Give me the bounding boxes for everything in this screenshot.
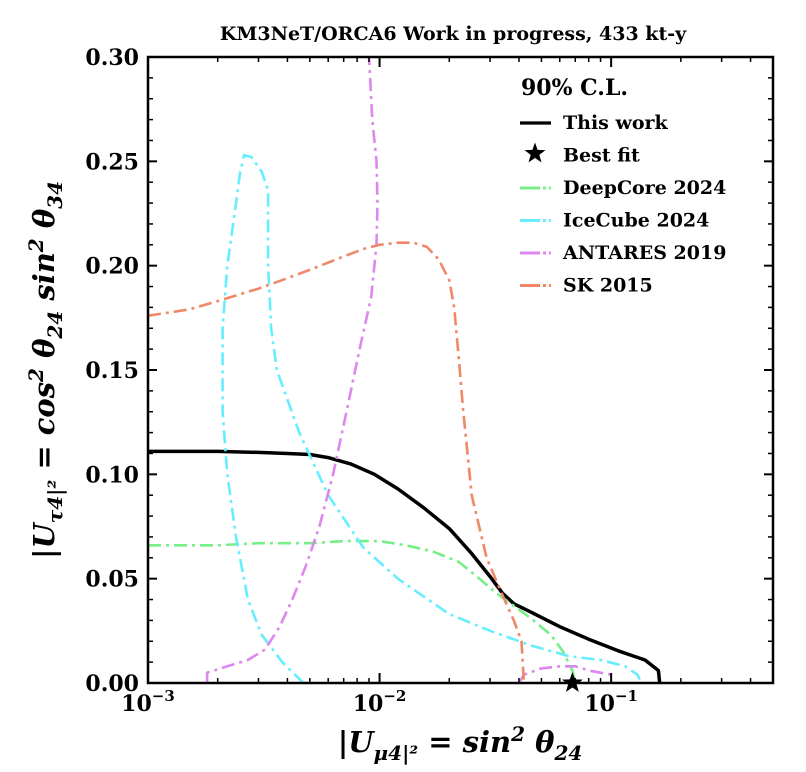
tick-layer: 0.00 0.05 0.10 0.15 0.20 0.25 0.30 10−3 10−2 10−1 — [85, 45, 773, 717]
series-line-2 — [221, 153, 643, 683]
legend-entry-label: DeepCore 2024 — [563, 177, 726, 199]
chart-title: KM3NeT/ORCA6 Work in progress, 433 kt-y — [220, 23, 687, 45]
series-layer — [148, 57, 662, 683]
x-tick-label: 10−2 — [353, 687, 407, 717]
legend-entry-label: This work — [563, 112, 669, 134]
y-tick-label: 0.10 — [85, 462, 139, 488]
x-tick-label: 10−3 — [121, 687, 175, 717]
y-tick-label: 0.25 — [85, 149, 139, 175]
x-axis-label: |Uμ4|² = sin2 θ24 — [338, 722, 583, 765]
legend-entry-label: SK 2015 — [563, 275, 653, 297]
x-tick-label: 10−1 — [584, 687, 638, 717]
legend-entry-label: IceCube 2024 — [563, 210, 709, 232]
legend-title: 90% C.L. — [521, 75, 628, 101]
legend-entry-label: ANTARES 2019 — [562, 242, 726, 264]
y-axis-label: |Uτ4|² = cos2 θ24 sin2 θ34 — [24, 181, 67, 559]
y-tick-label: 0.00 — [85, 671, 139, 697]
series-line-0 — [148, 449, 662, 683]
legend: 90% C.L. This work Best fit DeepCore 2024 Ic… — [520, 75, 726, 297]
y-tick-label: 0.20 — [85, 254, 139, 280]
legend-star-icon — [524, 142, 546, 163]
y-tick-label: 0.30 — [85, 45, 139, 71]
series-line-3 — [205, 57, 379, 683]
legend-entry-label: Best fit — [563, 145, 640, 167]
y-tick-label: 0.15 — [85, 358, 139, 384]
plot-frame — [146, 55, 775, 685]
series-line-1 — [148, 539, 577, 683]
y-tick-label: 0.05 — [85, 567, 139, 593]
series-line-5 — [148, 241, 526, 683]
